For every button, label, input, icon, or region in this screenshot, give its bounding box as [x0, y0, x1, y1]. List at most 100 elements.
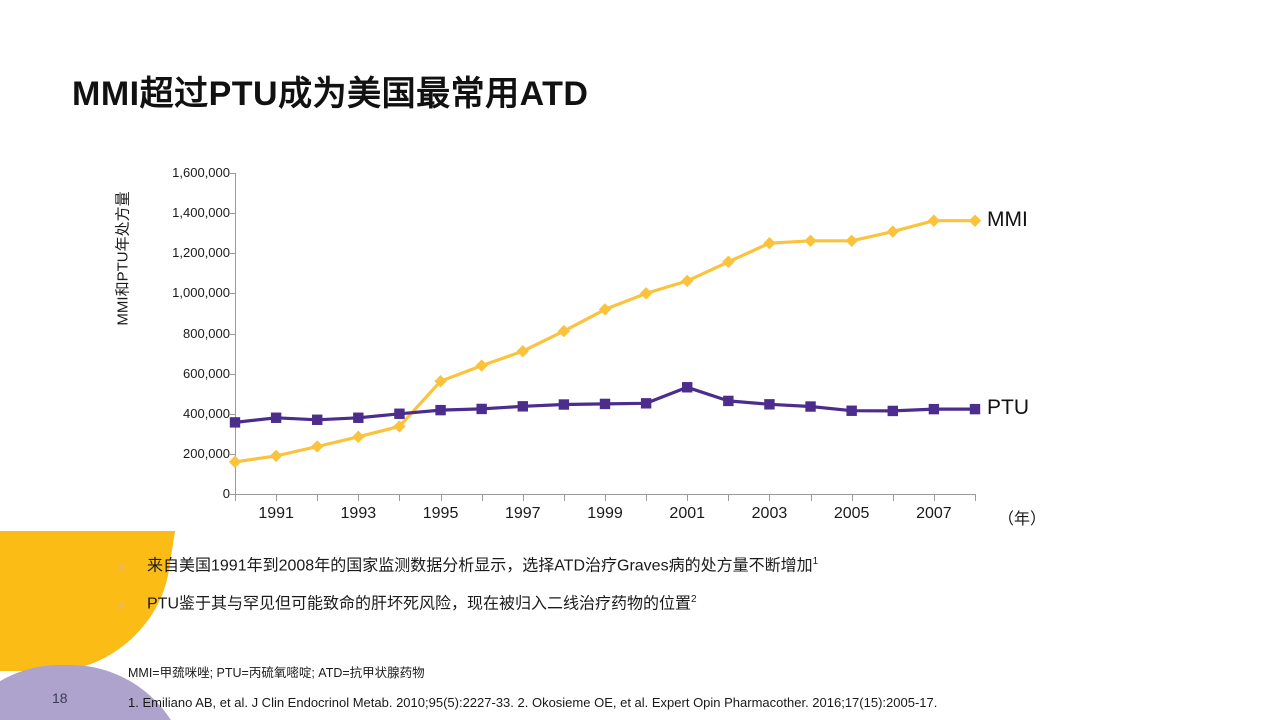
x-axis-unit-label: （年）: [998, 511, 1047, 528]
data-point-ptu: [394, 408, 405, 419]
series-line-mmi: [234, 219, 975, 464]
data-point-mmi: [927, 214, 941, 227]
x-axis-tick-mark: [646, 495, 648, 501]
x-axis-tick-mark: [235, 495, 236, 501]
x-axis-tick-label: 2003: [751, 505, 788, 522]
series-label-ptu: PTU: [987, 396, 1029, 420]
data-point-ptu: [558, 399, 570, 410]
data-point-mmi: [598, 303, 612, 316]
data-point-ptu: [435, 404, 446, 416]
x-axis-tick-label: 1995: [422, 505, 459, 522]
page-number: 18: [52, 690, 68, 706]
x-axis-tick-label: 1993: [340, 505, 377, 522]
bullet-body: 来自美国1991年到2008年的国家监测数据分析显示，选择ATD治疗Graves…: [147, 557, 813, 575]
data-point-mmi: [352, 430, 365, 444]
data-point-mmi: [228, 455, 242, 469]
x-axis-tick-mark: [892, 495, 894, 501]
data-point-ptu: [312, 414, 323, 425]
x-axis-tick-mark: [563, 495, 565, 501]
x-axis-tick-mark: [399, 495, 401, 501]
y-axis-tick-label: 400,000: [183, 405, 230, 421]
y-axis-tick-mark: [229, 173, 235, 174]
x-axis-tick-mark: [317, 495, 319, 501]
bullet-body: PTU鉴于其与罕见但可能致命的肝坏死风险，现在被归入二线治疗药物的位置: [147, 595, 692, 613]
data-point-ptu: [353, 412, 364, 423]
data-point-ptu: [640, 398, 652, 409]
y-axis-line: [235, 173, 236, 495]
x-axis-tick-mark: [481, 495, 483, 501]
bullet-superscript: 2: [691, 594, 697, 606]
y-axis-tick-label: 1,400,000: [172, 205, 230, 221]
data-point-ptu: [969, 403, 981, 415]
y-axis-tick-mark: [229, 413, 235, 415]
y-axis-tick-label: 0: [222, 486, 230, 501]
x-axis-tick-mark: [851, 495, 853, 501]
x-axis-tick-label: 1999: [587, 505, 623, 522]
data-point-mmi: [269, 449, 283, 463]
data-point-mmi: [804, 234, 817, 248]
y-axis-tick-label: 600,000: [183, 365, 230, 381]
data-point-ptu: [517, 401, 528, 412]
bullet-text: 来自美国1991年到2008年的国家监测数据分析显示，选择ATD治疗Graves…: [147, 556, 818, 576]
data-point-mmi: [393, 420, 406, 433]
data-point-ptu: [928, 403, 940, 415]
y-axis-tick-label: 200,000: [183, 445, 230, 461]
x-axis-tick-label: 1997: [504, 505, 541, 522]
x-axis-tick-mark: [605, 495, 606, 501]
x-axis-tick-mark: [687, 495, 689, 501]
list-item: 来自美国1991年到2008年的国家监测数据分析显示，选择ATD治疗Graves…: [118, 556, 1118, 576]
x-axis-tick-mark: [522, 495, 524, 501]
y-axis-tick-label: 800,000: [183, 325, 230, 341]
data-point-ptu: [846, 405, 857, 416]
footnote-abbreviations: MMI=甲巯咪唑; PTU=丙硫氧嘧啶; ATD=抗甲状腺药物: [128, 666, 425, 680]
list-item: PTU鉴于其与罕见但可能致命的肝坏死风险，现在被归入二线治疗药物的位置2: [118, 594, 1118, 614]
data-point-mmi: [516, 344, 529, 358]
data-point-ptu: [229, 417, 241, 428]
data-point-ptu: [476, 403, 487, 415]
data-point-ptu: [270, 412, 282, 423]
data-point-mmi: [475, 359, 488, 372]
x-axis-tick-mark: [933, 495, 935, 501]
data-point-mmi: [968, 214, 982, 227]
bullet-list: 来自美国1991年到2008年的国家监测数据分析显示，选择ATD治疗Graves…: [118, 556, 1118, 633]
y-axis-tick-mark: [229, 293, 235, 295]
line-chart: MMI和PTU年处方量 0 200,000 400,000 600,000 800,00…: [115, 0, 1047, 528]
x-axis-line: [235, 494, 976, 495]
data-point-mmi: [763, 237, 776, 250]
data-point-ptu: [887, 405, 898, 417]
y-axis-tick-mark: [229, 453, 235, 455]
bullet-dot-icon: [118, 564, 125, 571]
data-point-mmi: [311, 440, 324, 453]
data-point-ptu: [764, 399, 775, 410]
y-axis-tick-labels: 0 200,000 400,000 600,000 800,000 1,000,000 1,…: [140, 0, 230, 520]
data-point-mmi: [845, 234, 858, 248]
data-point-ptu: [599, 398, 611, 410]
y-axis-tick-mark: [229, 213, 235, 215]
x-axis-tick-label: 1991: [258, 505, 294, 522]
y-axis-tick-label: 1,600,000: [172, 165, 230, 180]
x-axis-tick-mark: [728, 495, 730, 501]
chart-plot-svg: [228, 214, 982, 469]
y-axis-tick-label: 1,200,000: [172, 245, 230, 261]
y-axis-tick-mark: [229, 494, 235, 495]
data-point-mmi: [722, 255, 735, 269]
x-axis-tick-label: 2001: [669, 505, 706, 522]
x-axis-tick-mark: [358, 495, 360, 501]
page-title: MMI超过PTU成为美国最常用ATD: [72, 75, 589, 113]
footnote-references: 1. Emiliano AB, et al. J Clin Endocrinol…: [128, 695, 938, 710]
x-axis-tick-mark: [440, 495, 442, 501]
x-axis-tick-label: 2007: [916, 505, 952, 522]
x-axis-tick-mark: [810, 495, 812, 501]
y-axis-tick-mark: [229, 373, 235, 375]
data-point-mmi: [557, 324, 571, 338]
y-axis-tick-label: 1,000,000: [172, 285, 230, 301]
bullet-superscript: 1: [812, 556, 819, 567]
x-axis-tick-mark: [769, 495, 771, 501]
bullet-text: PTU鉴于其与罕见但可能致命的肝坏死风险，现在被归入二线治疗药物的位置2: [147, 594, 697, 614]
data-point-mmi: [434, 375, 447, 388]
data-point-ptu: [723, 395, 734, 407]
x-axis-tick-label: 2005: [833, 505, 870, 522]
data-point-mmi: [886, 225, 899, 238]
series-label-mmi: MMI: [987, 207, 1028, 231]
